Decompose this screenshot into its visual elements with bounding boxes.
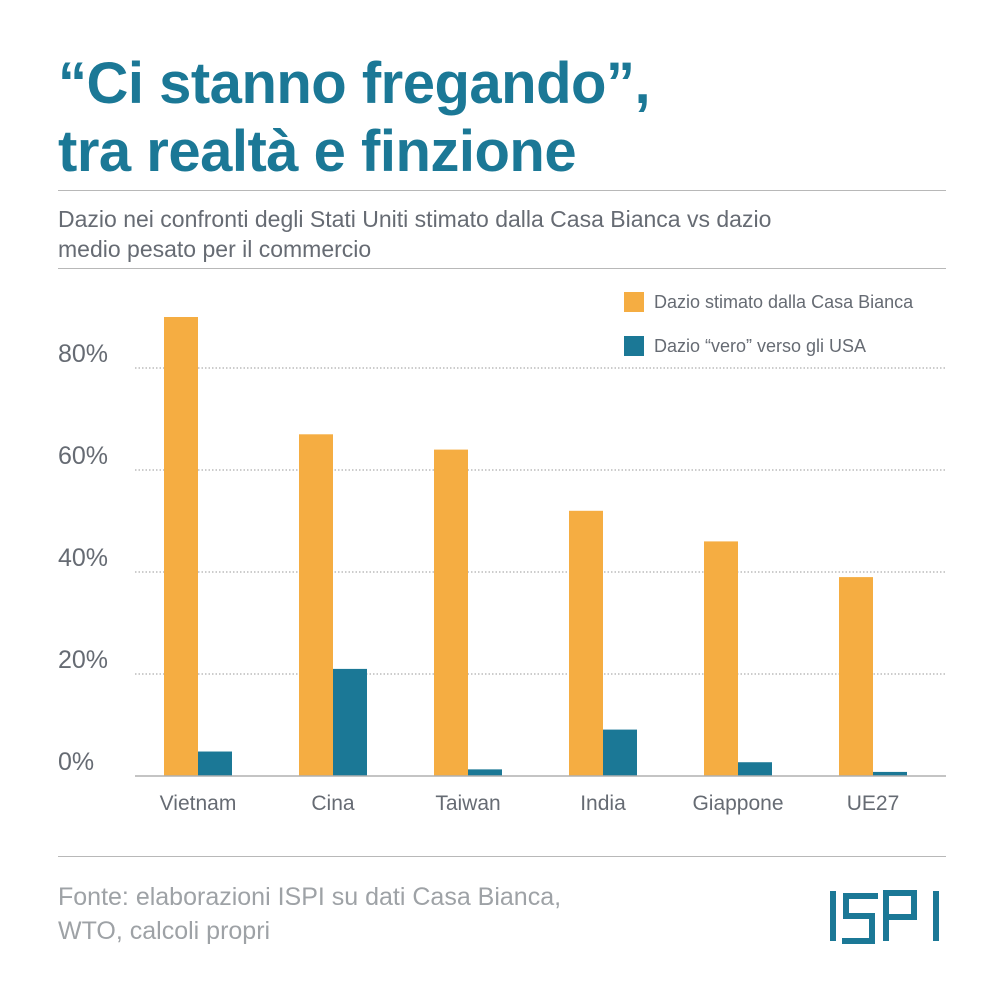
bar-estimated-giappone [704,541,738,776]
bar-real-taiwan [468,769,502,776]
ispi-logo [830,890,939,944]
legend-swatch [624,336,644,356]
subtitle-divider [58,268,946,269]
subtitle-line-2: medio pesato per il commercio [58,236,372,262]
bar-real-giappone [738,762,772,776]
subtitle-line-1: Dazio nei confronti degli Stati Uniti st… [58,206,772,232]
x-tick-label: Giappone [692,792,783,815]
bar-real-india [603,729,637,776]
bar-real-vietnam [198,751,232,776]
title-line-1: “Ci stanno fregando”, [58,51,651,116]
source-line-2: WTO, calcoli propri [58,917,271,945]
bar-estimated-taiwan [434,449,468,776]
x-tick-label: India [580,792,626,815]
x-tick-label: Cina [311,792,355,815]
x-tick-label: Taiwan [435,792,500,815]
y-tick-label: 40% [58,544,108,572]
bar-chart: 0% 20% 40% 60% 80% Vietnam Cina Taiwan India Giap… [58,292,946,815]
footer-divider [58,856,946,857]
source-note: Fonte: elaborazioni ISPI su dati Casa Bi… [58,880,561,948]
bar-estimated-vietnam [164,317,198,776]
legend-swatch [624,292,644,312]
legend-label: Dazio stimato dalla Casa Bianca [654,292,914,312]
x-tick-label: UE27 [847,792,900,815]
y-tick-label: 80% [58,340,108,368]
y-tick-label: 20% [58,646,108,674]
bar-estimated-india [569,510,603,776]
bar-real-ue27 [873,771,907,776]
title-divider [58,190,946,191]
bar-estimated-cina [299,434,333,776]
y-tick-label: 60% [58,442,108,470]
bar-real-cina [333,668,367,776]
source-line-1: Fonte: elaborazioni ISPI su dati Casa Bi… [58,883,562,911]
chart-title: “Ci stanno fregando”, tra realtà e finzi… [58,50,958,186]
title-line-2: tra realtà e finzione [58,119,577,184]
y-tick-label: 0% [58,748,94,776]
x-tick-label: Vietnam [160,792,237,815]
legend-label: Dazio “vero” verso gli USA [654,336,866,356]
bar-estimated-ue27 [839,577,873,776]
chart-subtitle: Dazio nei confronti degli Stati Uniti st… [58,204,958,264]
